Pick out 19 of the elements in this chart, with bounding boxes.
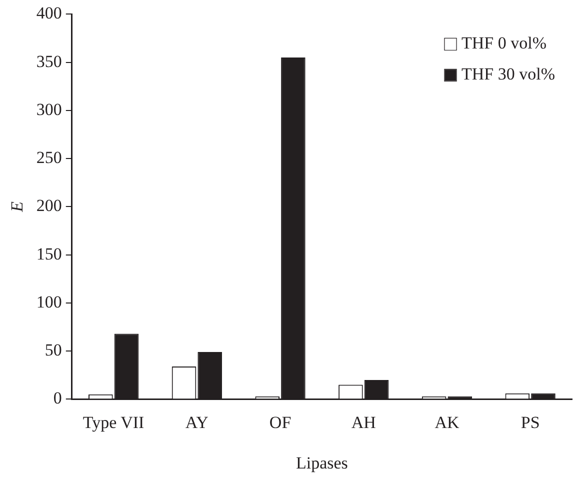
y-tick-label: 50 [44,340,62,360]
y-tick-label: 0 [53,388,62,408]
x-tick-label: AK [434,412,460,432]
y-tick-label: 150 [36,244,62,264]
x-tick-label: OF [269,412,292,432]
x-tick-label: Type VII [82,412,145,432]
y-axis-title: E [8,200,27,213]
x-tick-label: AH [351,412,376,432]
x-tick-label: AY [185,412,208,432]
x-axis-title: Lipases [296,453,348,472]
legend-label: THF 0 vol% [462,34,546,53]
y-tick-label: 400 [36,4,62,23]
legend-label: THF 30 vol% [462,64,555,84]
y-tick-label: 300 [36,100,62,119]
x-tick-label: PS [520,412,540,432]
y-tick-label: 350 [36,52,62,71]
y-tick-label: 200 [36,196,62,216]
y-tick-label: 250 [36,148,62,168]
y-tick-label: 100 [36,292,62,312]
